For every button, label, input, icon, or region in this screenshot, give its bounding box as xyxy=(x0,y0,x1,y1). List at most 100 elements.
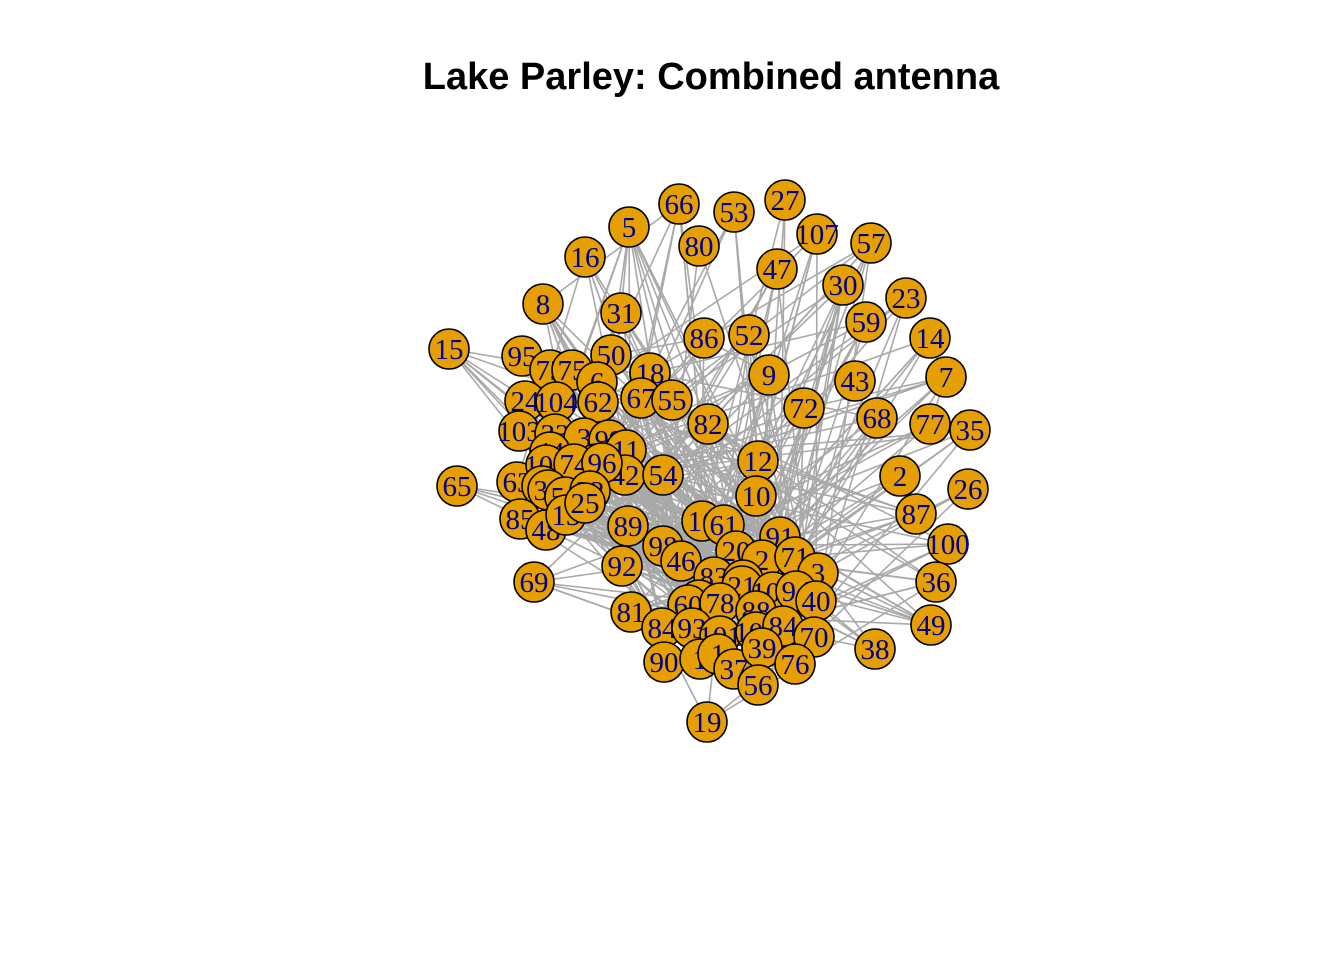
node-circle xyxy=(600,292,642,334)
graph-node: 65 xyxy=(436,465,478,507)
node-circle xyxy=(927,523,969,565)
node-circle xyxy=(783,387,825,429)
graph-node: 12 xyxy=(737,440,779,482)
node-label: 30 xyxy=(829,270,858,302)
node-circle xyxy=(774,643,816,685)
graph-node: 46 xyxy=(660,540,702,582)
graph-node: 107 xyxy=(795,213,839,255)
node-circle xyxy=(925,356,967,398)
node-label: 89 xyxy=(614,511,643,543)
node-label: 40 xyxy=(802,586,831,618)
node-circle xyxy=(513,561,555,603)
node-label: 107 xyxy=(795,219,839,251)
node-circle xyxy=(651,379,693,421)
node-label: 81 xyxy=(617,597,646,629)
graph-node: 19 xyxy=(686,701,728,743)
node-label: 77 xyxy=(916,409,945,441)
node-label: 52 xyxy=(735,320,764,352)
graph-node: 35 xyxy=(949,409,991,451)
graph-node: 76 xyxy=(774,643,816,685)
graph-edge xyxy=(803,376,947,409)
graph-node: 53 xyxy=(713,191,755,233)
node-circle xyxy=(856,397,898,439)
node-label: 66 xyxy=(665,189,694,221)
node-label: 26 xyxy=(954,474,983,506)
node-circle xyxy=(728,314,770,356)
graph-node: 69 xyxy=(513,561,555,603)
graph-node: 43 xyxy=(834,360,876,402)
graph-node: 47 xyxy=(756,248,798,290)
node-label: 19 xyxy=(693,707,722,739)
node-label: 62 xyxy=(584,387,613,419)
node-label: 92 xyxy=(608,551,637,583)
node-label: 72 xyxy=(790,393,819,425)
graph-edge xyxy=(757,284,844,462)
node-label: 65 xyxy=(443,471,472,503)
node-circle xyxy=(910,604,952,646)
node-label: 10 xyxy=(742,481,771,513)
graph-node: 62 xyxy=(577,381,619,423)
node-circle xyxy=(834,360,876,402)
node-label: 86 xyxy=(690,323,719,355)
node-circle xyxy=(850,222,892,264)
node-label: 53 xyxy=(720,197,749,229)
node-label: 31 xyxy=(607,298,636,330)
node-label: 47 xyxy=(763,254,792,286)
node-label: 23 xyxy=(892,283,921,315)
node-label: 54 xyxy=(649,460,679,492)
plot-title: Lake Parley: Combined antenna xyxy=(422,56,1000,98)
node-label: 67 xyxy=(627,383,656,415)
graph-node: 80 xyxy=(678,225,720,267)
node-circle xyxy=(947,468,989,510)
graph-node: 87 xyxy=(895,493,937,535)
graph-node: 38 xyxy=(854,628,896,670)
node-label: 39 xyxy=(748,633,777,665)
node-label: 35 xyxy=(956,415,985,447)
graph-edge xyxy=(649,372,878,419)
graph-edge xyxy=(542,203,680,305)
node-label: 25 xyxy=(571,488,600,520)
graph-node: 36 xyxy=(915,561,957,603)
graph-node: 86 xyxy=(683,317,725,359)
graph-edge xyxy=(628,226,709,425)
graph-node: 52 xyxy=(728,314,770,356)
graph-node: 82 xyxy=(687,403,729,445)
graph-node: 72 xyxy=(783,387,825,429)
graph-node: 54 xyxy=(642,454,684,496)
node-circle xyxy=(713,191,755,233)
node-circle xyxy=(436,465,478,507)
node-circle xyxy=(678,225,720,267)
graph-node: 16 xyxy=(564,236,606,278)
node-circle xyxy=(895,493,937,535)
graph-node: 5 xyxy=(608,206,650,248)
node-circle xyxy=(879,455,921,497)
node-label: 12 xyxy=(744,446,773,478)
node-label: 55 xyxy=(658,385,687,417)
graph-node: 7 xyxy=(925,356,967,398)
node-label: 8 xyxy=(536,289,551,321)
graph-node: 100 xyxy=(926,523,970,565)
node-circle xyxy=(756,248,798,290)
node-circle xyxy=(564,482,606,524)
node-label: 90 xyxy=(650,647,679,679)
node-circle xyxy=(909,403,951,445)
node-circle xyxy=(845,301,887,343)
node-label: 76 xyxy=(781,649,810,681)
node-circle xyxy=(683,317,725,359)
graph-node: 31 xyxy=(600,292,642,334)
node-label: 14 xyxy=(916,323,946,355)
graph-node: 10 xyxy=(735,475,777,517)
node-circle xyxy=(854,628,896,670)
node-circle xyxy=(564,236,606,278)
node-label: 38 xyxy=(861,634,890,666)
graph-node: 57 xyxy=(850,222,892,264)
graph-node: 81 xyxy=(610,591,652,633)
node-circle xyxy=(949,409,991,451)
node-label: 57 xyxy=(857,228,886,260)
node-label: 7 xyxy=(939,362,954,394)
node-circle xyxy=(601,545,643,587)
node-circle xyxy=(909,317,951,359)
node-circle xyxy=(735,475,777,517)
node-label: 43 xyxy=(841,366,870,398)
